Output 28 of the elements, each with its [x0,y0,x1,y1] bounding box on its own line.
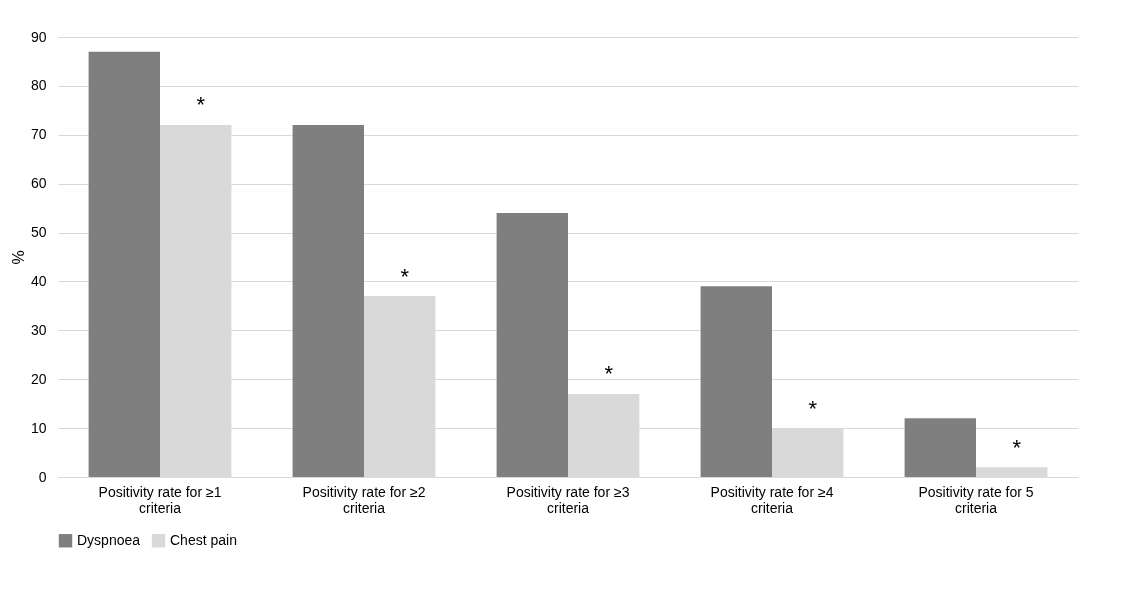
y-tick-label: 40 [30,272,47,289]
y-tick-label: 20 [30,370,47,387]
bar [904,418,976,477]
y-tick-label: 80 [30,77,47,94]
x-tick-label: Positivity rate for ≥1 criteria [98,483,222,516]
y-tick-label: 90 [30,28,47,45]
y-tick-label: 70 [30,126,47,143]
y-tick-label: 60 [30,175,47,192]
bar [496,213,568,477]
annotation: * [604,361,614,387]
annotation: * [400,263,410,289]
y-tick-label: 10 [30,419,47,436]
legend-label: Chest pain [170,531,237,548]
y-tick-label: 0 [38,468,47,485]
y-tick-label: 50 [30,224,47,241]
annotation: * [1012,434,1022,460]
bar [88,51,160,477]
y-tick-label: 30 [30,321,47,338]
x-tick-label: Positivity rate for ≥3 criteria [506,483,630,516]
x-tick-label: Positivity rate for 5 criteria [918,483,1034,516]
bar [292,125,364,477]
annotation: * [196,92,206,118]
bar [700,286,772,477]
legend-label: Dyspnoea [77,531,141,548]
annotation: * [808,395,818,421]
x-tick-label: Positivity rate for ≥4 criteria [710,483,834,516]
y-axis-title: % [9,250,27,265]
x-tick-label: Positivity rate for ≥2 criteria [302,483,426,516]
